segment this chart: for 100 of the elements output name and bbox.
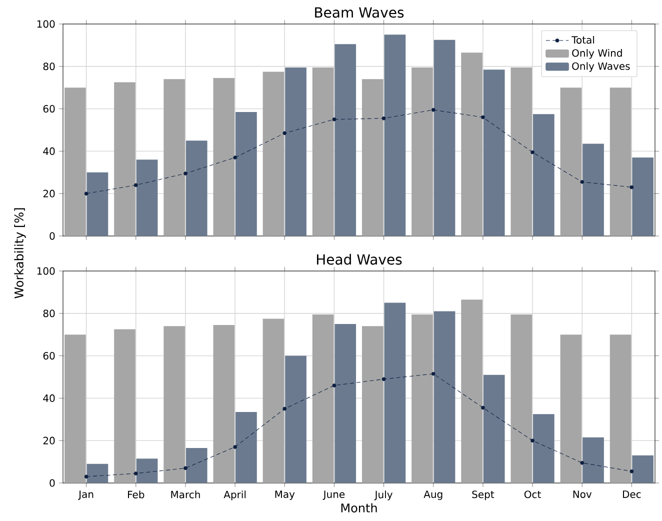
bar [610,334,632,483]
y-tick-label: 60 [43,105,55,113]
bar [582,437,604,483]
x-tick-label: Feb [128,490,144,498]
bar [510,314,532,483]
x-tick-label: May [275,490,295,500]
bar [114,329,136,483]
chart-title: Head Waves [316,254,402,265]
point [84,192,88,196]
point [481,115,485,120]
bar [262,72,284,236]
bar [114,82,136,236]
point [332,384,336,388]
bar [285,356,306,483]
bar [213,78,235,236]
point [84,474,88,478]
bar [64,334,86,483]
bar [64,88,86,236]
x-tick-label: Oct [524,490,541,498]
y-tick-label: 40 [43,147,55,155]
x-tick-label: March [171,490,200,498]
legend-label: Total [572,36,594,44]
x-tick-label: Dec [623,490,641,498]
point [432,372,436,376]
point [233,445,237,449]
x-axis-title: Month [341,503,377,512]
point [630,469,634,474]
point [382,116,386,120]
y-tick-label: 100 [37,267,55,275]
bar [461,300,482,483]
point [184,466,188,470]
y-tick-label: 60 [43,352,55,360]
y-tick-label: 0 [50,232,55,240]
y-tick-label: 20 [43,436,55,444]
point [530,150,534,154]
bar [86,464,108,483]
x-tick-label: Sept [472,490,494,500]
bar [334,324,356,483]
bar [362,326,384,483]
bar [384,302,406,483]
bar [312,314,334,483]
y-tick-label: 100 [37,20,55,28]
x-tick-label: April [224,490,246,500]
bar [533,414,554,483]
point [530,438,534,442]
point [382,377,386,381]
bar [384,34,406,236]
bar [164,326,185,483]
bar [86,172,108,236]
point [580,460,584,465]
bar [434,311,456,483]
bar [262,318,284,483]
bar [483,70,505,236]
bar [186,448,208,483]
x-tick-label: June [322,490,345,500]
y-axis-title: Workability [%] [14,208,26,298]
bar [362,79,384,236]
bar [582,144,604,236]
point [184,172,188,176]
bar [560,334,582,483]
bar [560,88,582,236]
bar [632,158,654,236]
bar [312,67,334,236]
bar [334,44,356,236]
x-tick-label: Aug [424,490,442,500]
bar [412,314,433,483]
point [630,185,634,190]
bar [236,412,257,483]
x-tick-label: Nov [573,490,592,498]
bar [136,458,158,483]
y-tick-label: 80 [43,310,55,318]
point [134,183,138,187]
bar [136,160,158,236]
bar [461,52,482,236]
y-tick-label: 0 [50,479,55,487]
point [332,118,336,122]
bar [533,114,554,236]
point [481,406,485,410]
point [134,472,138,476]
y-tick-label: 80 [43,62,55,70]
bar [236,112,257,236]
y-tick-label: 20 [43,190,55,198]
bar [186,140,208,236]
bar [632,455,654,483]
x-tick-label: Jan [78,490,94,500]
bar [510,67,532,236]
bar [434,40,456,236]
bar [285,67,306,236]
x-tick-label: July [374,490,392,500]
point [233,156,237,160]
chart-title: Beam Waves [315,7,404,18]
bar [164,79,185,236]
bar [412,67,433,236]
point [282,131,286,136]
point [580,180,584,184]
y-tick-label: 40 [43,394,55,402]
legend-label: Only Wind [572,49,622,59]
point [282,406,286,411]
bar [213,325,235,483]
point [432,108,436,112]
